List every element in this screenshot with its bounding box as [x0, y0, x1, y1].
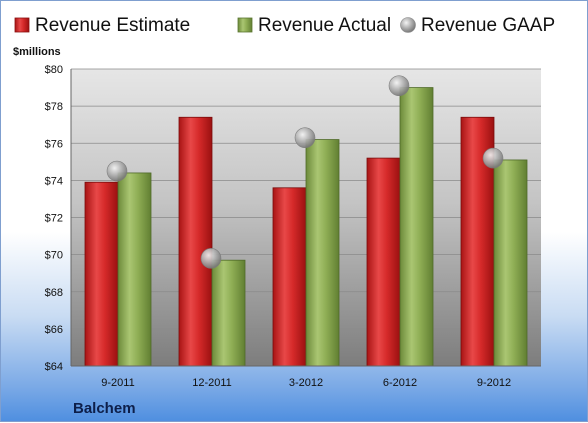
marker-revenue-gaap: [294, 127, 316, 148]
bar-revenue-actual: [211, 259, 246, 367]
x-tick-label: 9-2011: [101, 377, 134, 389]
bar-revenue-estimate: [178, 116, 213, 367]
bar-revenue-actual: [117, 172, 152, 367]
legend-label-estimate: Revenue Estimate: [35, 15, 190, 36]
legend-marker-gaap: [400, 17, 416, 33]
bar-revenue-actual: [305, 139, 340, 367]
legend: Revenue Estimate Revenue Actual Revenue …: [14, 15, 555, 36]
y-tick-label: $80: [45, 64, 63, 76]
x-tick-label: 3-2012: [289, 377, 323, 389]
y-tick-label: $64: [45, 361, 63, 373]
x-tick-label: 9-2012: [477, 377, 511, 389]
bar-revenue-estimate: [460, 116, 495, 367]
y-tick-label: $68: [45, 287, 63, 299]
legend-swatch-actual: [237, 17, 253, 33]
marker-revenue-gaap: [106, 160, 128, 182]
bar-revenue-actual: [399, 87, 434, 367]
y-tick-label: $78: [45, 101, 63, 113]
marker-revenue-gaap: [200, 248, 222, 269]
y-tick-label: $76: [45, 138, 63, 150]
unit-label: $millions: [13, 46, 61, 58]
x-tick-label: 6-2012: [383, 377, 417, 389]
marker-revenue-gaap: [482, 147, 504, 169]
legend-label-actual: Revenue Actual: [258, 15, 391, 36]
y-tick-label: $74: [45, 175, 63, 187]
y-tick-label: $72: [45, 213, 63, 225]
legend-label-gaap: Revenue GAAP: [421, 15, 555, 36]
bar-revenue-estimate: [84, 181, 119, 367]
gaap-markers: [106, 75, 504, 269]
y-tick-label: $70: [45, 250, 63, 262]
x-axis-ticks: 9-2011 12-2011 3-2012 6-2012 9-2012: [101, 377, 511, 389]
bar-revenue-actual: [493, 159, 528, 367]
marker-revenue-gaap: [388, 75, 410, 97]
bar-revenue-estimate: [272, 187, 307, 367]
y-tick-label: $66: [45, 324, 63, 336]
x-tick-label: 12-2011: [192, 377, 232, 389]
company-name: Balchem: [73, 400, 136, 417]
y-axis-ticks: $64 $66 $68 $70 $72 $74 $76 $78 $80: [45, 64, 63, 373]
bar-revenue-estimate: [366, 157, 401, 367]
bars: [84, 87, 528, 367]
legend-swatch-estimate: [14, 17, 30, 33]
